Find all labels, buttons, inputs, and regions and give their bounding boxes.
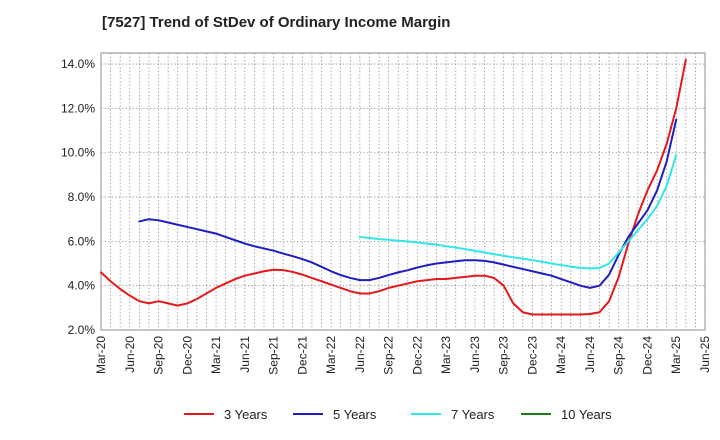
x-tick-label: Jun-25 [698, 336, 712, 373]
legend-item-10-years: 10 Years [521, 407, 612, 422]
x-tick-label: Jun-24 [583, 336, 597, 373]
x-tick-label: Mar-23 [439, 336, 453, 374]
x-tick-label: Dec-24 [640, 336, 654, 375]
x-tick-label: Dec-21 [295, 336, 309, 375]
x-tick-label: Mar-20 [94, 336, 108, 374]
x-axis-ticks: Mar-20 Jun-20 Sep-20 Dec-20 Mar-21 Jun-21 Sep-… [94, 336, 712, 375]
y-tick-label: 4.0% [68, 279, 96, 293]
legend-label: 10 Years [561, 407, 612, 422]
chart-title: [7527] Trend of StDev of Ordinary Income… [102, 14, 451, 31]
legend-label: 7 Years [451, 407, 495, 422]
x-tick-label: Sep-20 [152, 336, 166, 375]
y-tick-label: 10.0% [61, 146, 95, 160]
y-tick-label: 6.0% [68, 234, 96, 248]
x-tick-label: Sep-24 [612, 336, 626, 375]
x-tick-label: Jun-23 [468, 336, 482, 373]
x-tick-label: Mar-22 [324, 336, 338, 374]
x-tick-label: Dec-22 [410, 336, 424, 375]
legend-item-3-years: 3 Years [184, 407, 268, 422]
y-tick-label: 8.0% [68, 190, 96, 204]
x-tick-label: Dec-23 [525, 336, 539, 375]
x-tick-label: Mar-25 [669, 336, 683, 374]
x-tick-label: Mar-21 [209, 336, 223, 374]
x-tick-label: Sep-23 [497, 336, 511, 375]
legend-label: 3 Years [224, 407, 268, 422]
x-tick-label: Jun-22 [353, 336, 367, 373]
series-line-5-years [138, 118, 678, 289]
x-tick-label: Jun-21 [238, 336, 252, 373]
y-tick-label: 12.0% [61, 101, 95, 115]
legend: 3 Years 5 Years 7 Years 10 Years [184, 407, 612, 422]
series-line-3-years [100, 58, 687, 316]
x-tick-label: Mar-24 [554, 336, 568, 374]
series-layer [100, 58, 687, 316]
legend-label: 5 Years [333, 407, 377, 422]
x-tick-label: Dec-20 [180, 336, 194, 375]
series-line-7-years [358, 153, 678, 270]
y-axis-ticks: 2.0% 4.0% 6.0% 8.0% 10.0% 12.0% 14.0% [61, 57, 95, 337]
x-tick-label: Sep-22 [382, 336, 396, 375]
x-tick-label: Sep-21 [267, 336, 281, 375]
y-tick-label: 14.0% [61, 57, 95, 71]
gridlines [100, 53, 706, 331]
legend-item-5-years: 5 Years [293, 407, 377, 422]
y-tick-label: 2.0% [68, 323, 96, 337]
x-tick-label: Jun-20 [123, 336, 137, 373]
legend-item-7-years: 7 Years [411, 407, 495, 422]
